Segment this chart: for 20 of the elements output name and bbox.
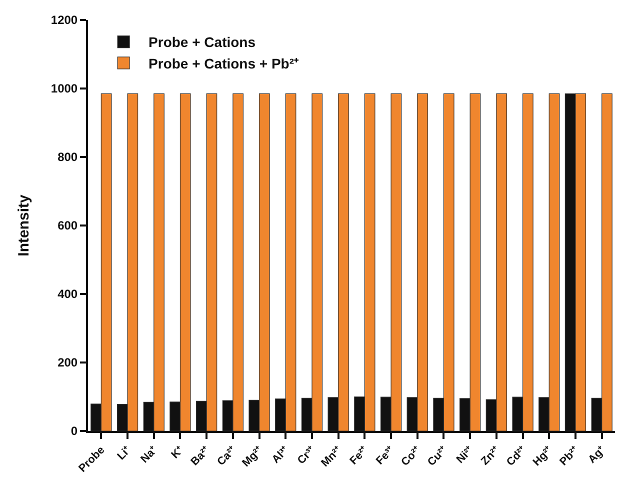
y-tick-label: 600 [58,218,78,233]
x-tick-label: K⁺ [169,444,186,462]
x-tick-label: Li⁺ [115,444,134,462]
y-tick-label: 800 [58,150,78,164]
x-tick-label: Ca²⁺ [215,444,239,468]
y-tick-label: 200 [58,356,78,370]
x-tick-label: Fe³⁺ [374,444,398,468]
y-tick-label: 0 [70,424,78,438]
y-tick-label: 1200 [50,13,78,28]
x-tick-label: Cr³⁺ [295,444,318,467]
y-axis-title: Intensity [16,194,33,256]
legend-label: Probe + Cations + Pb²⁺ [148,55,300,72]
y-tick-label: 1000 [50,82,78,96]
x-tick-label: Fe²⁺ [348,444,371,468]
y-tick-label: 400 [58,287,78,302]
x-tick-label: Ni²⁺ [454,444,476,466]
x-tick-label: Ag⁺ [586,444,608,466]
x-tick-label: Na⁺ [138,444,160,466]
x-tick-label: Al³⁺ [270,444,292,466]
legend-label: Probe + Cations [148,34,256,50]
